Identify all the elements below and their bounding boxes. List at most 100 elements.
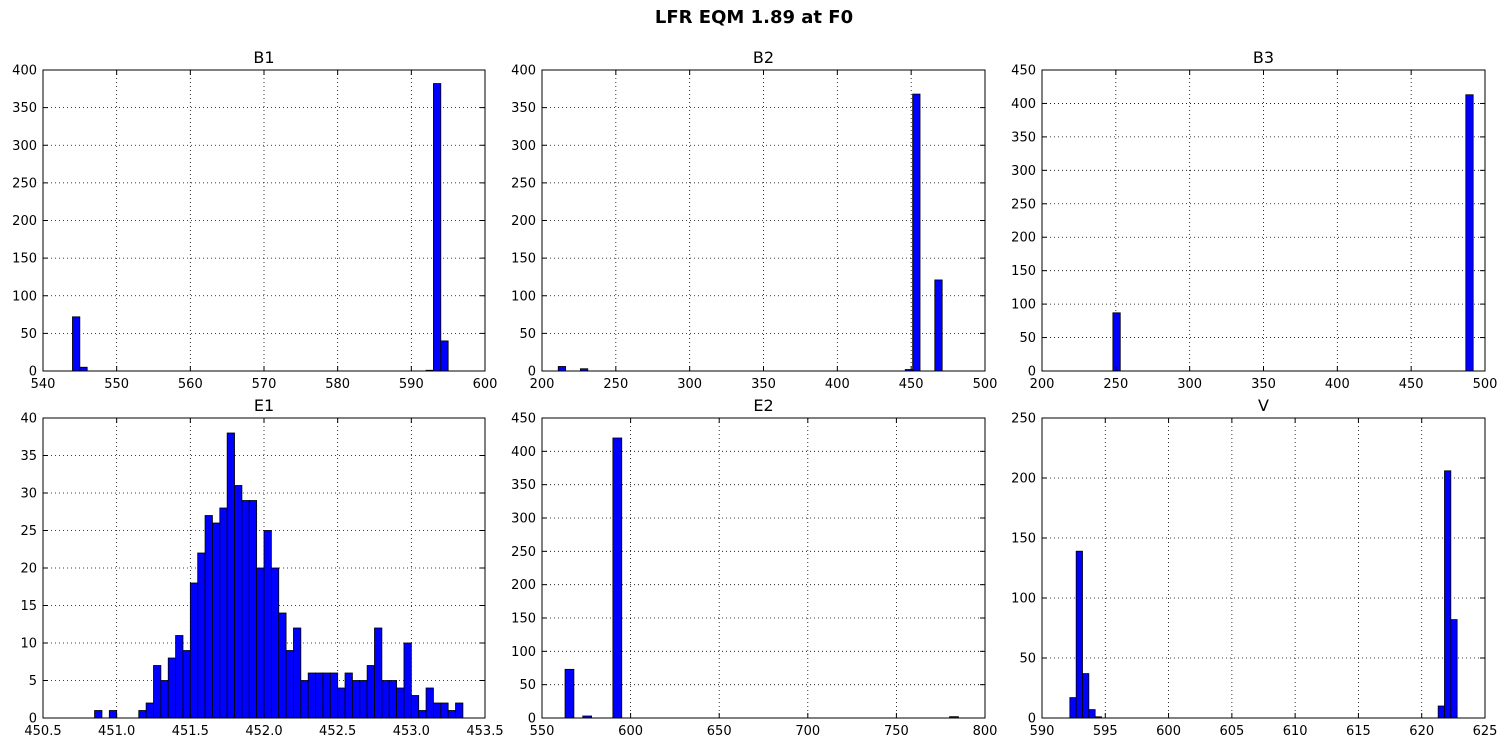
histogram-bar (418, 710, 427, 719)
subplot-e1: 450.5 451.0 451.5 452.0 452.5 453.0 453.5 0 5 10 1… (20, 396, 503, 739)
histogram-bar (1082, 673, 1090, 719)
x-tick-label: 540 (31, 377, 56, 392)
y-tick-label: 15 (20, 599, 37, 614)
y-tick-label: 150 (511, 252, 536, 267)
y-tick-label: 50 (1019, 652, 1036, 667)
histogram-bar (72, 316, 81, 372)
y-tick-label: 50 (519, 327, 536, 342)
x-tick-label: 700 (795, 724, 820, 739)
x-tick-label: 250 (1103, 377, 1128, 392)
y-tick-label: 450 (511, 412, 536, 427)
y-tick-label: 35 (20, 449, 37, 464)
histogram-bar (189, 582, 199, 719)
histogram-bar (1465, 94, 1474, 372)
histogram-bar (433, 83, 442, 372)
y-tick-label: 350 (511, 101, 536, 116)
x-tick-label: 590 (399, 377, 424, 392)
histogram-bar (612, 437, 623, 719)
histogram-bar (160, 680, 169, 719)
histogram-bar (204, 515, 213, 719)
x-tick-label: 550 (104, 377, 129, 392)
histogram-bar (175, 635, 184, 719)
x-tick-label: 800 (973, 724, 998, 739)
x-tick-label: 595 (1093, 724, 1118, 739)
axes-frame (1041, 69, 1486, 372)
subplot-title: B3 (1253, 48, 1274, 67)
subplot-title: B2 (753, 48, 774, 67)
x-tick-label: 500 (1473, 377, 1498, 392)
axes-frame (541, 417, 986, 719)
y-tick-label: 0 (1028, 712, 1036, 727)
y-tick-label: 400 (511, 64, 536, 79)
subplot-b3: 200 250 300 350 400 450 500 0 50 100 150 200 250 300 3… (1011, 48, 1497, 392)
y-tick-label: 0 (528, 712, 536, 727)
y-tick-label: 100 (511, 645, 536, 660)
histogram-bar (167, 657, 177, 719)
histogram-bar (1075, 550, 1083, 719)
y-tick-label: 100 (511, 289, 536, 304)
x-tick-label: 400 (1325, 377, 1350, 392)
histogram-bar (455, 702, 464, 719)
histogram-bar (300, 680, 309, 719)
histogram-bar (278, 612, 287, 719)
y-tick-label: 25 (20, 524, 37, 539)
figure-title: LFR EQM 1.89 at F0 (654, 7, 854, 28)
y-tick-label: 150 (1011, 532, 1036, 547)
y-tick-label: 300 (12, 139, 37, 154)
y-tick-label: 0 (1028, 365, 1036, 380)
histogram-bar (234, 485, 243, 719)
histogram-bar (248, 500, 258, 719)
x-tick-label: 452.0 (245, 724, 282, 739)
histogram-bar (344, 672, 353, 719)
histogram-bar (381, 680, 390, 719)
y-tick-label: 350 (1011, 130, 1036, 145)
histogram-bar (153, 665, 162, 719)
y-tick-label: 400 (1011, 97, 1036, 112)
x-tick-label: 650 (707, 724, 732, 739)
y-tick-label: 450 (1011, 64, 1036, 79)
histogram-bar (359, 680, 368, 719)
y-tick-label: 150 (1011, 264, 1036, 279)
x-tick-label: 590 (1030, 724, 1055, 739)
y-tick-label: 400 (511, 445, 536, 460)
histogram-bar (322, 672, 331, 719)
y-tick-label: 100 (1011, 298, 1036, 313)
y-tick-label: 200 (12, 214, 37, 229)
y-tick-label: 30 (20, 487, 37, 502)
y-tick-label: 350 (511, 478, 536, 493)
y-tick-label: 50 (20, 327, 37, 342)
subplot-title: V (1258, 396, 1269, 415)
histogram-bar (374, 627, 383, 719)
y-tick-label: 250 (511, 176, 536, 191)
subplot-e2: 550 600 650 700 750 800 0 50 100 150 200 250 300 350 4… (511, 396, 997, 739)
y-tick-label: 200 (511, 214, 536, 229)
histogram-bar (447, 710, 456, 719)
y-tick-label: 250 (12, 176, 37, 191)
histogram-bar (440, 702, 449, 719)
y-tick-label: 250 (511, 545, 536, 560)
x-tick-label: 615 (1346, 724, 1371, 739)
histogram-bar (366, 665, 375, 719)
y-tick-label: 300 (511, 139, 536, 154)
y-tick-label: 250 (1011, 197, 1036, 212)
x-tick-label: 620 (1409, 724, 1434, 739)
histogram-bar (1437, 705, 1445, 719)
histogram-bar (388, 680, 398, 719)
y-tick-label: 150 (12, 252, 37, 267)
x-tick-label: 560 (178, 377, 203, 392)
y-tick-label: 20 (20, 562, 37, 577)
histogram-bar (219, 507, 228, 719)
histogram-bar (912, 93, 921, 372)
y-tick-label: 350 (12, 101, 37, 116)
y-tick-label: 50 (519, 678, 536, 693)
y-tick-label: 5 (29, 674, 37, 689)
histogram-bar (293, 627, 302, 719)
histogram-bar (138, 710, 147, 719)
subplot-title: B1 (253, 48, 274, 67)
histogram-bar (337, 687, 346, 719)
histogram-bar (285, 650, 294, 719)
y-tick-label: 0 (528, 365, 536, 380)
histogram-bar (396, 687, 405, 719)
x-tick-label: 452.5 (319, 724, 356, 739)
